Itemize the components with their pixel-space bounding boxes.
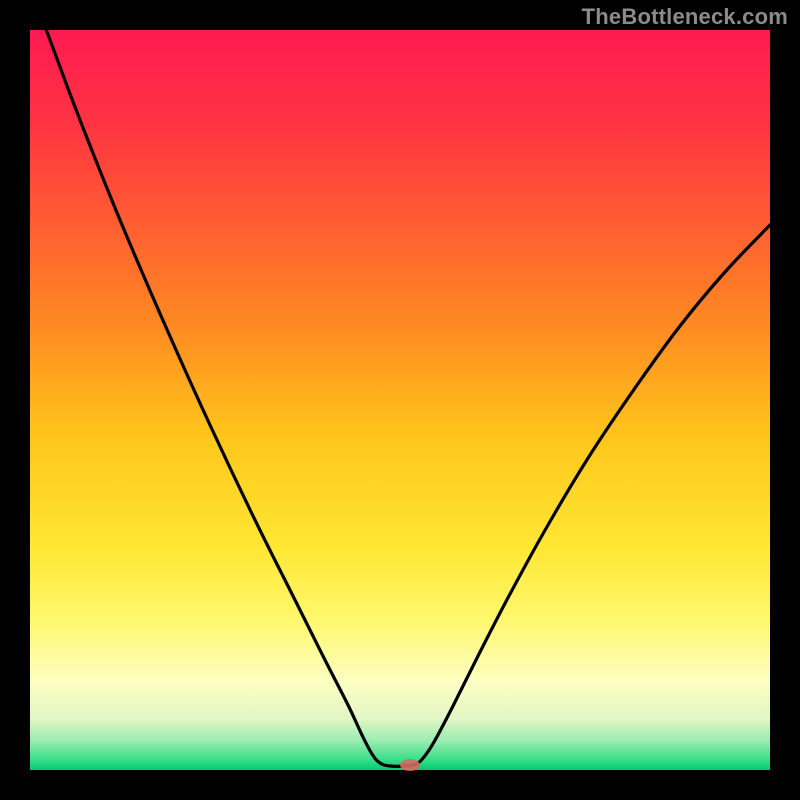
chart-canvas: TheBottleneck.com <box>0 0 800 800</box>
watermark-label: TheBottleneck.com <box>582 4 788 30</box>
chart-gradient-bg <box>30 30 770 770</box>
bottleneck-chart <box>0 0 800 800</box>
optimal-point-marker <box>400 759 420 771</box>
